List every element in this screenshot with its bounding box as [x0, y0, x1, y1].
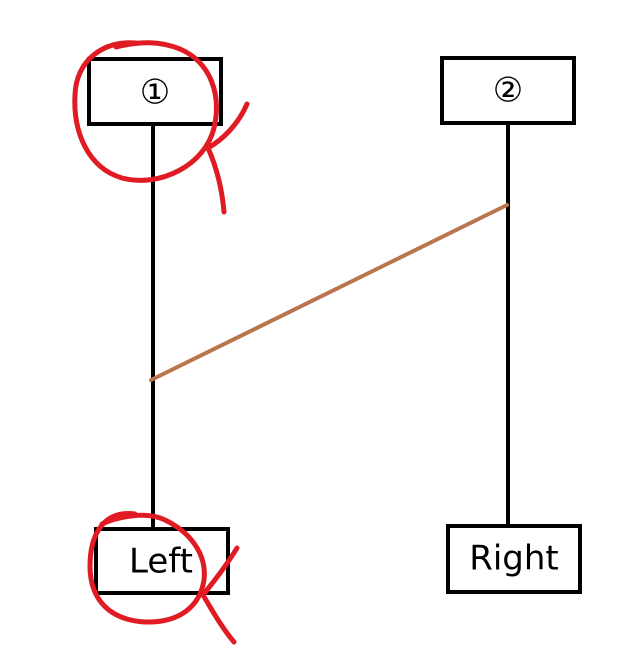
top-left-strike-mark [205, 101, 250, 215]
bottom-right-node-box [446, 524, 582, 594]
top-left-node-label: ① [140, 73, 170, 113]
bottom-right-node: Right [446, 524, 582, 594]
top-left-node: ① [87, 57, 223, 126]
bottom-left-node: Left [94, 527, 230, 595]
bottom-left-strike-mark [200, 545, 240, 645]
top-right-node: ② [440, 56, 576, 125]
rung-line [149, 203, 509, 382]
bottom-left-node-label: Left [129, 542, 193, 582]
bottom-right-node-label: Right [469, 539, 559, 579]
top-right-node-label: ② [493, 71, 523, 111]
top-left-node-box [87, 57, 223, 126]
top-left-circle-mark [72, 40, 219, 183]
bottom-left-circle-mark [87, 511, 207, 625]
top-right-node-box [440, 56, 576, 125]
